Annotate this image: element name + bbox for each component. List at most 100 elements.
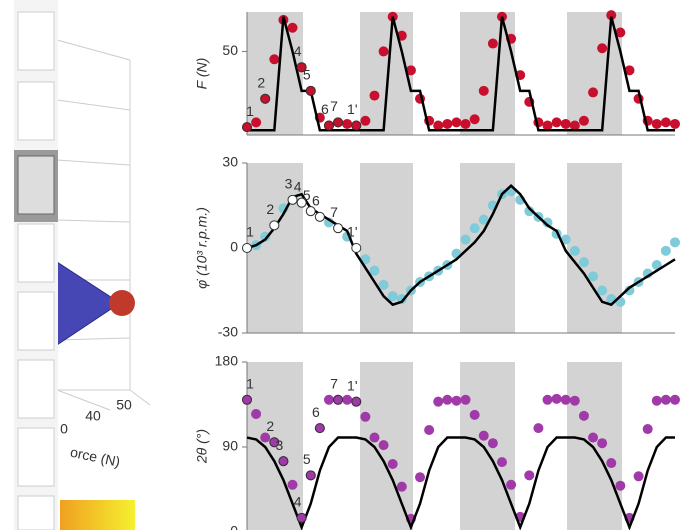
annotation-marker [314,423,325,434]
data-dot [606,10,617,21]
annotation-marker [242,394,252,405]
annotation-label: 2 [257,74,265,90]
data-dot [651,260,662,270]
data-dot [542,217,553,228]
data-dot [588,271,599,282]
annotation-label: 1' [347,224,357,240]
data-dot [369,90,380,101]
annotation-marker [278,456,289,467]
y-axis-label: φ̇ (10³ r.p.m.) [194,207,210,289]
thumbnail[interactable] [17,155,55,215]
data-dot [560,394,571,405]
y-tick-label: 0 [230,239,238,255]
data-dot [369,432,380,443]
annotation-label: 1' [347,377,357,393]
thumbnail[interactable] [17,81,55,141]
thumbnail[interactable] [17,223,55,283]
thumbnail[interactable] [17,11,55,71]
data-dot [615,480,626,491]
annotation-marker [351,396,362,407]
data-dot [670,237,680,248]
data-dot [469,223,480,234]
data-dot [287,479,298,490]
annotation-label: 6 [321,101,329,117]
annotation-marker [305,85,316,96]
data-dot [405,65,416,76]
data-dot [588,432,599,443]
annotation-marker [333,117,344,128]
sidebar [14,0,58,530]
data-dot [387,459,398,469]
annotation-marker [296,62,307,73]
data-dot [378,46,389,57]
thumbnail[interactable] [17,495,55,530]
annotation-label: 3 [285,176,293,192]
tick-label: 40 [85,408,101,424]
y-tick-label: 50 [222,42,238,58]
annotation-marker [333,223,344,234]
annotation-label: 5 [303,187,311,203]
annotation-marker [305,206,316,217]
annotation-marker [314,211,325,222]
annotation-label: 6 [312,404,320,420]
annotation-marker [351,243,362,253]
annotation-marker [333,394,344,405]
data-line [246,436,675,530]
annotation-label: 4 [294,43,302,59]
annotation-marker [242,243,252,253]
data-dot [578,115,589,126]
data-dot [642,424,653,435]
thumbnail[interactable] [17,427,55,487]
annotation-label: 2 [266,418,274,434]
data-dot [651,395,662,406]
tick-label: 50 [116,397,132,413]
data-dot [542,120,553,131]
data-dot [588,87,599,98]
data-dot [533,423,544,434]
data-dot [487,38,498,49]
thumbnail[interactable] [17,359,55,419]
annotation-marker [296,512,307,523]
ball [109,290,135,316]
data-dot [469,114,480,125]
data-dot [478,85,489,96]
data-dot [487,438,498,449]
data-dot [433,396,444,407]
data-dot [670,118,680,129]
data-dot [651,118,662,129]
data-dot [342,394,353,405]
annotation-label: 1' [347,101,357,117]
data-dot [415,472,426,483]
annotation-label: 1 [246,224,254,240]
annotation-marker [269,220,280,231]
data-dot [251,117,262,128]
annotation-label: 1 [246,375,254,391]
data-dot [369,265,380,276]
annotation-marker [287,194,298,205]
data-dot [387,291,398,302]
data-dot [396,481,407,492]
phase-band [567,12,622,135]
annotation-label: 3 [276,437,284,453]
annotation-label: 4 [294,494,302,510]
annotation-label: 5 [303,67,311,83]
data-dot [551,117,562,128]
data-dot [424,425,435,435]
data-dot [260,231,271,242]
data-dot [260,432,271,443]
thumbnail[interactable] [17,291,55,351]
data-dot [578,257,589,268]
data-dot [597,43,608,54]
annotation-marker [296,197,307,208]
data-dot [360,411,371,422]
annotation-label: 1 [246,103,254,119]
y-tick-label: 180 [215,353,239,369]
data-dot [442,394,453,405]
data-dot [451,395,462,406]
data-dot [624,285,635,296]
data-dot [378,279,389,290]
data-dot [578,410,589,421]
annotation-marker [260,93,271,104]
data-dot [524,470,535,481]
data-dot [660,245,671,256]
